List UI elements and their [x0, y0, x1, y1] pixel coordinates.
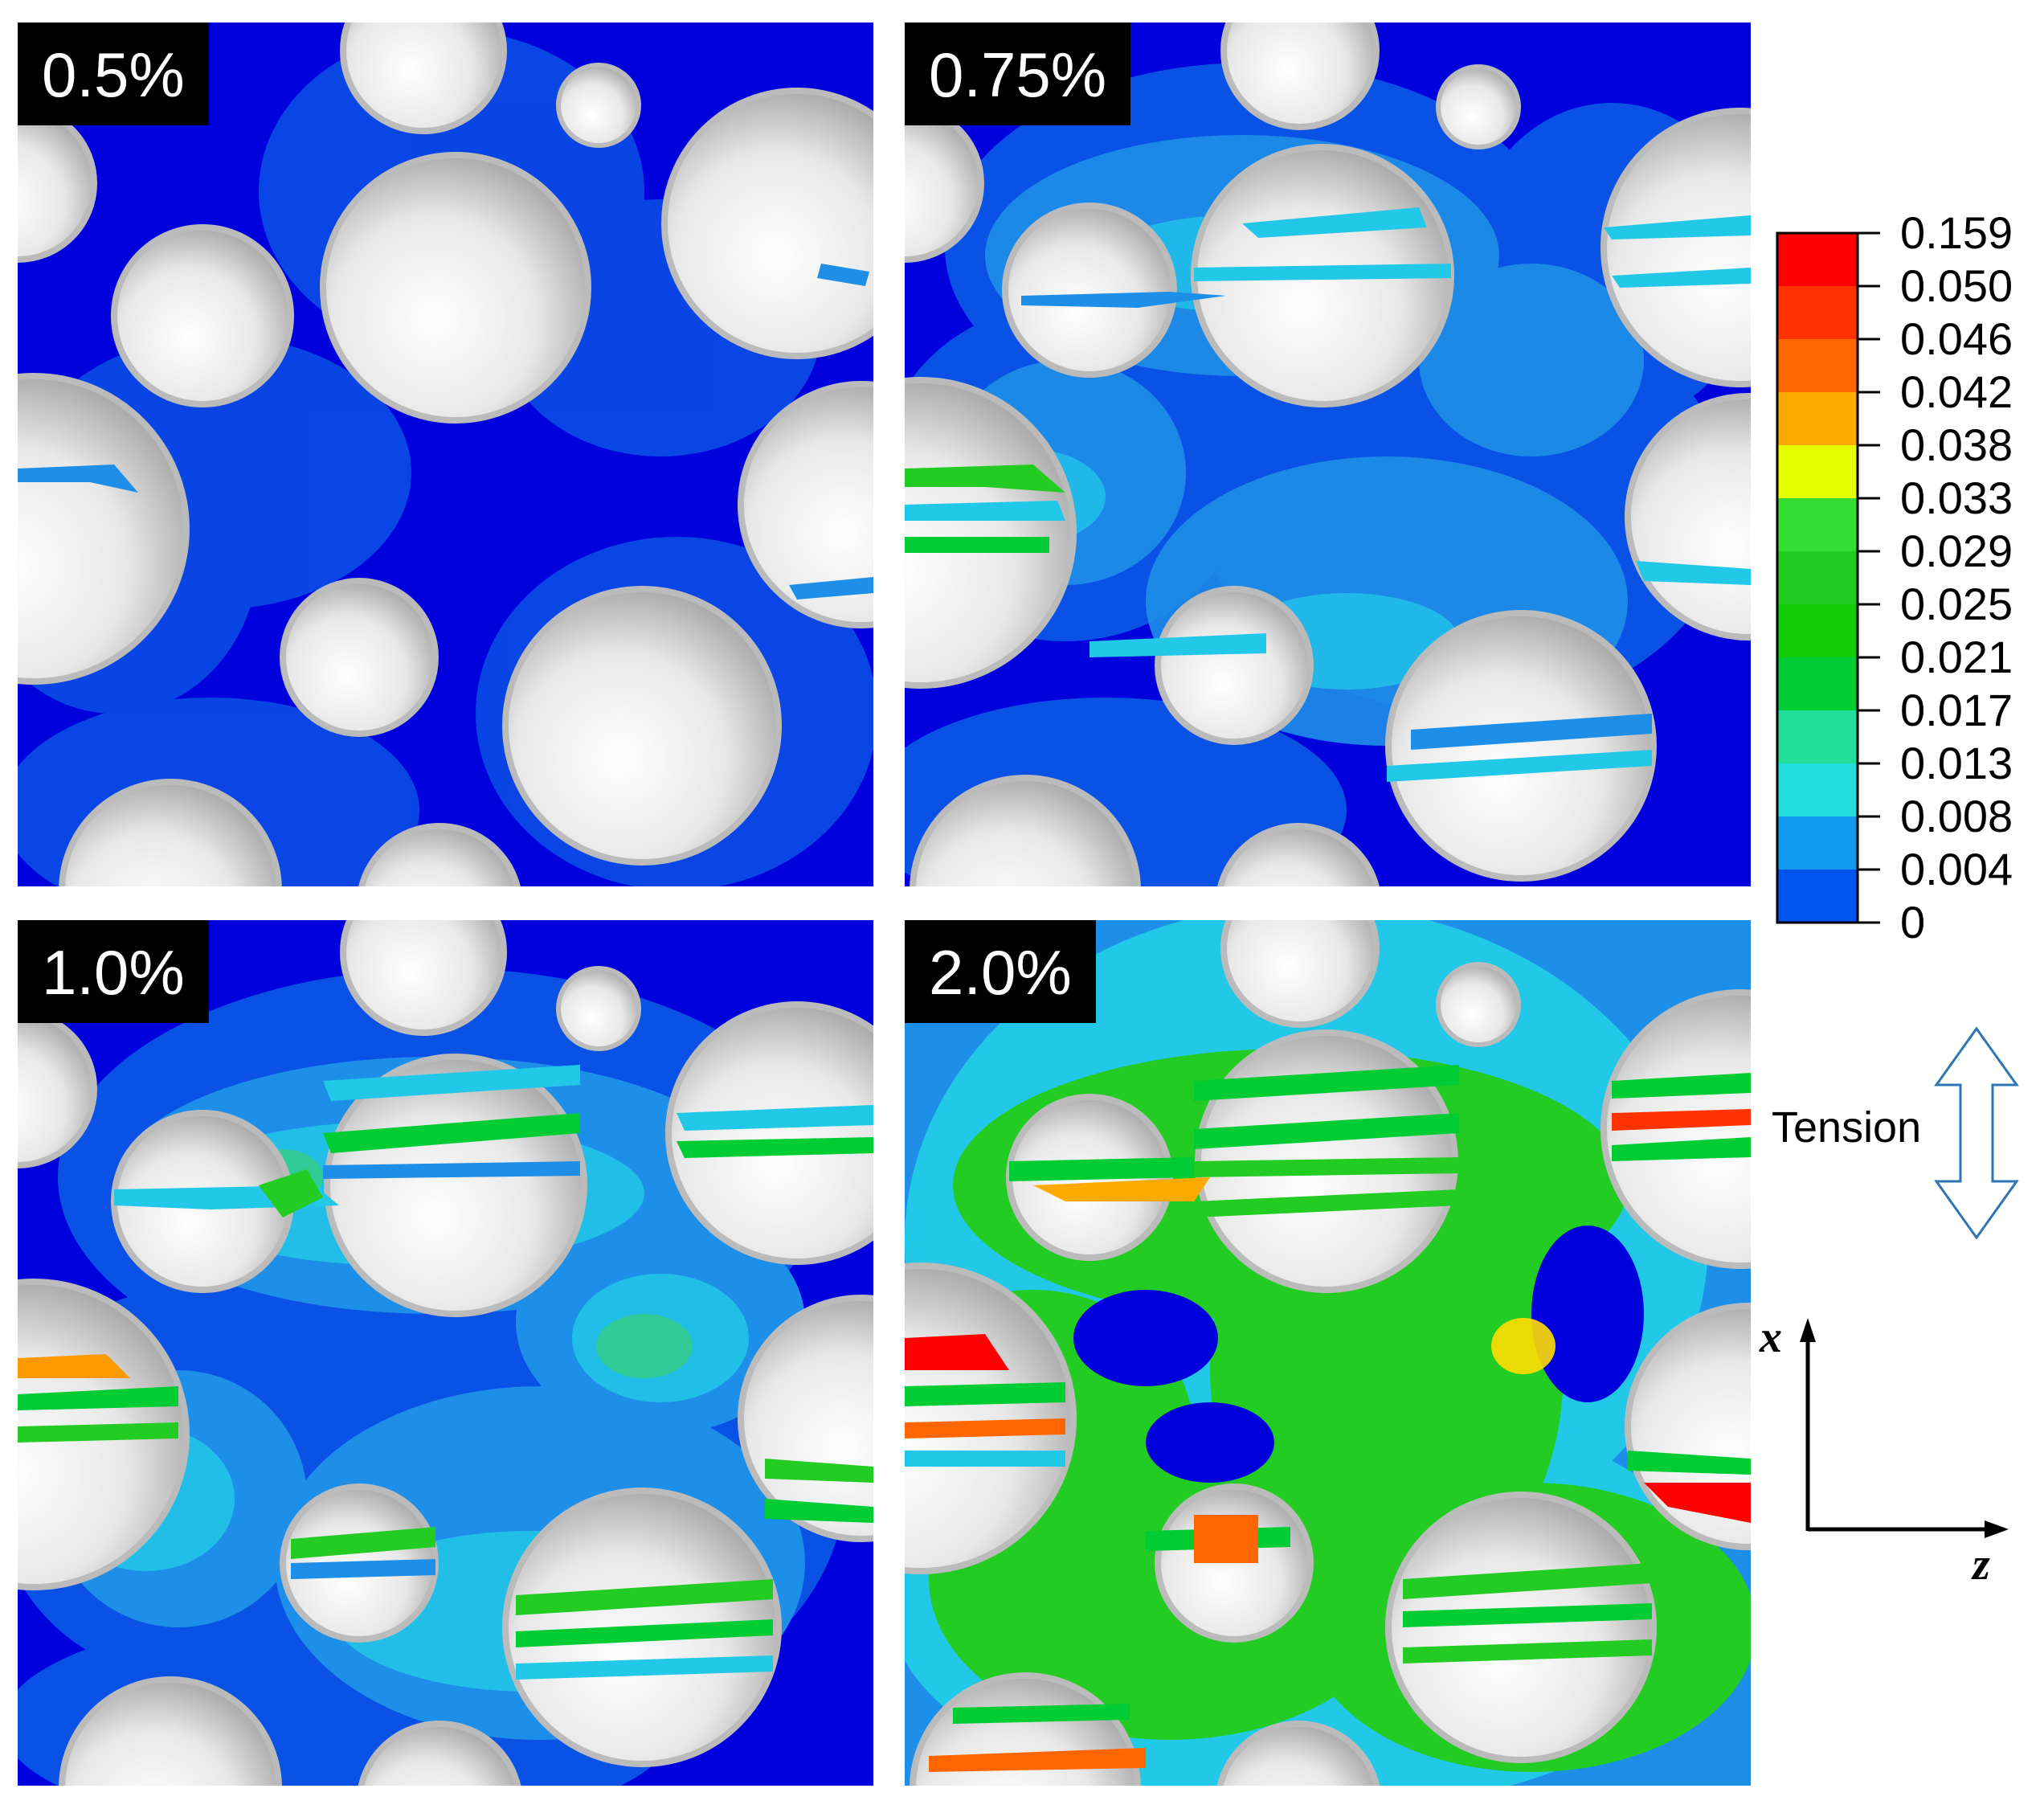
colorbar-cell	[1777, 286, 1858, 340]
panel-strain-2-0: 2.0%	[905, 920, 1751, 1786]
colorbar-cell	[1777, 551, 1858, 605]
colorbar-tick-label: 0.038	[1900, 419, 2013, 470]
strain-label: 0.75%	[905, 23, 1131, 125]
colorbar-tick-label: 0.159	[1900, 207, 2013, 258]
particle-spheres	[18, 23, 873, 886]
z-axis-label: z	[1972, 1540, 1990, 1590]
colorbar-tick-label: 0.008	[1900, 791, 2013, 841]
colorbar-cell	[1777, 339, 1858, 393]
strain-label: 0.5%	[18, 23, 209, 125]
colorbar-tick-label: 0.042	[1900, 366, 2013, 417]
colorbar-tick-label: 0.025	[1900, 579, 2013, 629]
colorbar-cell	[1777, 710, 1858, 764]
colorbar-cell	[1777, 233, 1858, 287]
colorbar-tick-label: 0	[1900, 897, 1926, 947]
colorbar-cell	[1777, 870, 1858, 923]
colorbar-cell	[1777, 763, 1858, 817]
colorbar-cell	[1777, 498, 1858, 552]
colorbar-tick-label: 0.017	[1900, 685, 2013, 735]
contour-field	[18, 920, 873, 1786]
colorbar-tick-label: 0.046	[1900, 313, 2013, 364]
colorbar-tick-label: 0.013	[1900, 738, 2013, 788]
colorbar-cell	[1777, 445, 1858, 499]
colorbar-tick-label: 0.033	[1900, 473, 2013, 523]
colorbar-cell	[1777, 392, 1858, 446]
panel-strain-0-75: 0.75%	[905, 23, 1751, 886]
contour-field	[905, 23, 1751, 886]
x-axis-label: x	[1760, 1312, 1782, 1362]
colorbar-cell	[1777, 604, 1858, 658]
contour-field	[18, 23, 873, 886]
colorbar	[1776, 231, 1880, 924]
strain-label: 1.0%	[18, 920, 209, 1023]
contour-field	[905, 920, 1751, 1786]
colorbar-tick-label: 0.050	[1900, 260, 2013, 311]
panel-strain-1-0: 1.0%	[18, 920, 873, 1786]
strain-label: 2.0%	[905, 920, 1096, 1023]
coordinate-axes	[1800, 1318, 2009, 1538]
colorbar-tick-label: 0.029	[1900, 526, 2013, 576]
colorbar-cell	[1777, 816, 1858, 870]
tension-label: Tension	[1772, 1103, 1922, 1152]
colorbar-tick-label: 0.021	[1900, 632, 2013, 682]
colorbar-cell	[1777, 657, 1858, 711]
colorbar-tick-label: 0.004	[1900, 844, 2013, 894]
double-arrow-icon	[1934, 1026, 2019, 1240]
panel-strain-0-5: 0.5%	[18, 23, 873, 886]
